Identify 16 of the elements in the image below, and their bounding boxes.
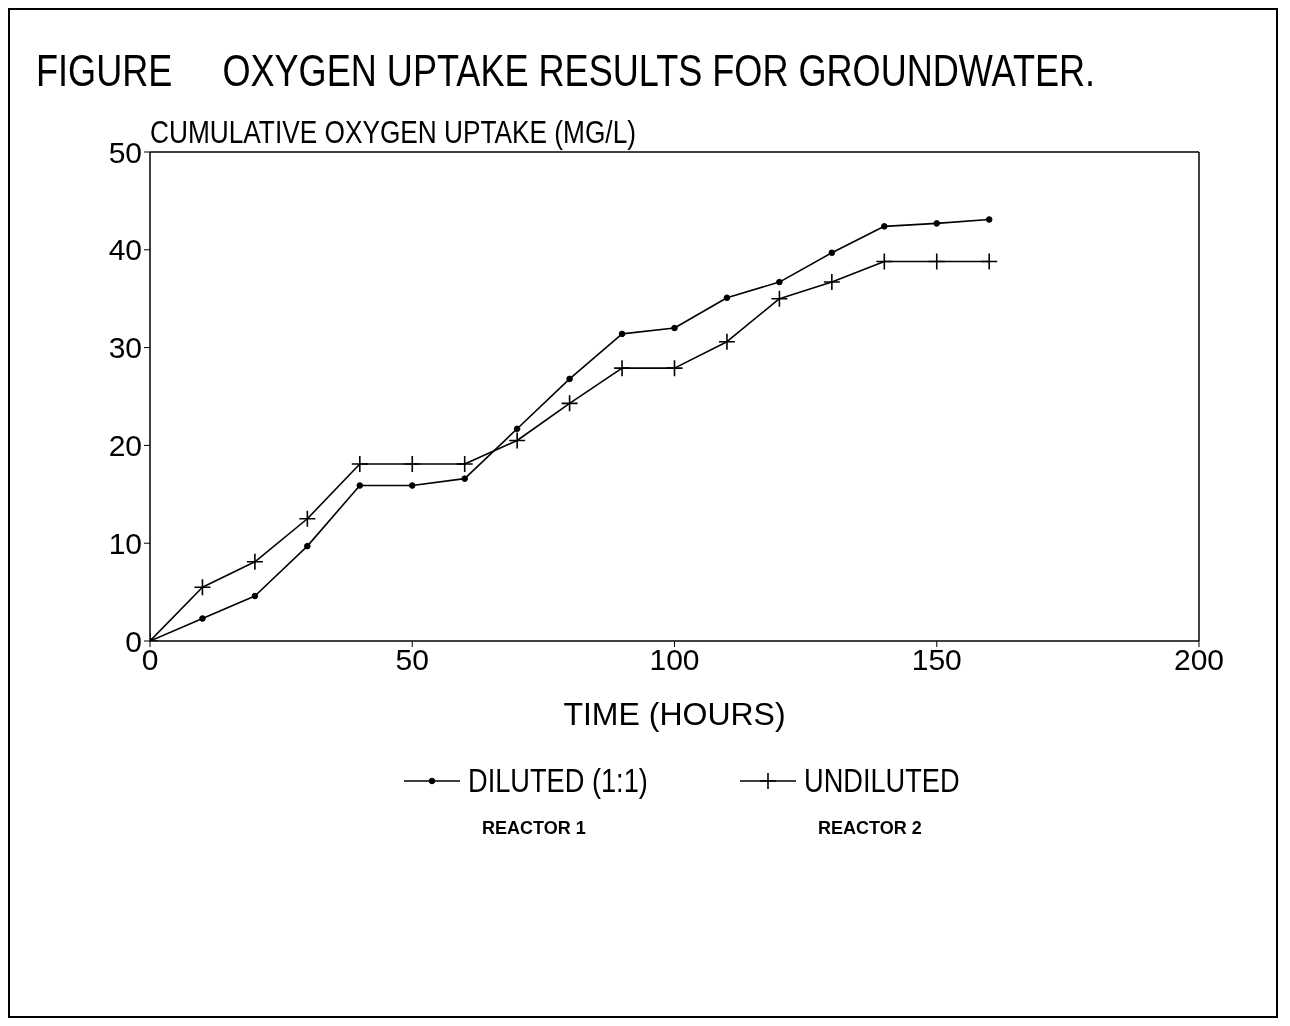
x-tick-label: 100	[649, 643, 700, 677]
chart-title: FIGURE OXYGEN UPTAKE RESULTS FOR GROUNDWATER.	[36, 46, 1096, 96]
x-axis-title: TIME (HOURS)	[563, 696, 786, 732]
x-tick-label: 200	[1173, 643, 1225, 677]
x-tick-label: 150	[911, 643, 962, 677]
y-axis-title: CUMULATIVE OXYGEN UPTAKE (MG/L)	[150, 114, 637, 151]
text: REACTOR 1	[482, 818, 587, 839]
y-tick-label: 20	[108, 429, 142, 463]
y-tick-label: 10	[108, 526, 142, 560]
legend-label: UNDILUTED	[804, 761, 961, 800]
y-tick-label: 40	[108, 233, 142, 267]
y-tick-label: 30	[108, 331, 142, 365]
y-tick-label: 50	[108, 135, 142, 169]
legend-label: DILUTED (1:1)	[468, 761, 648, 800]
text: REACTOR 2	[818, 818, 923, 839]
x-tick-label: 50	[395, 643, 429, 677]
